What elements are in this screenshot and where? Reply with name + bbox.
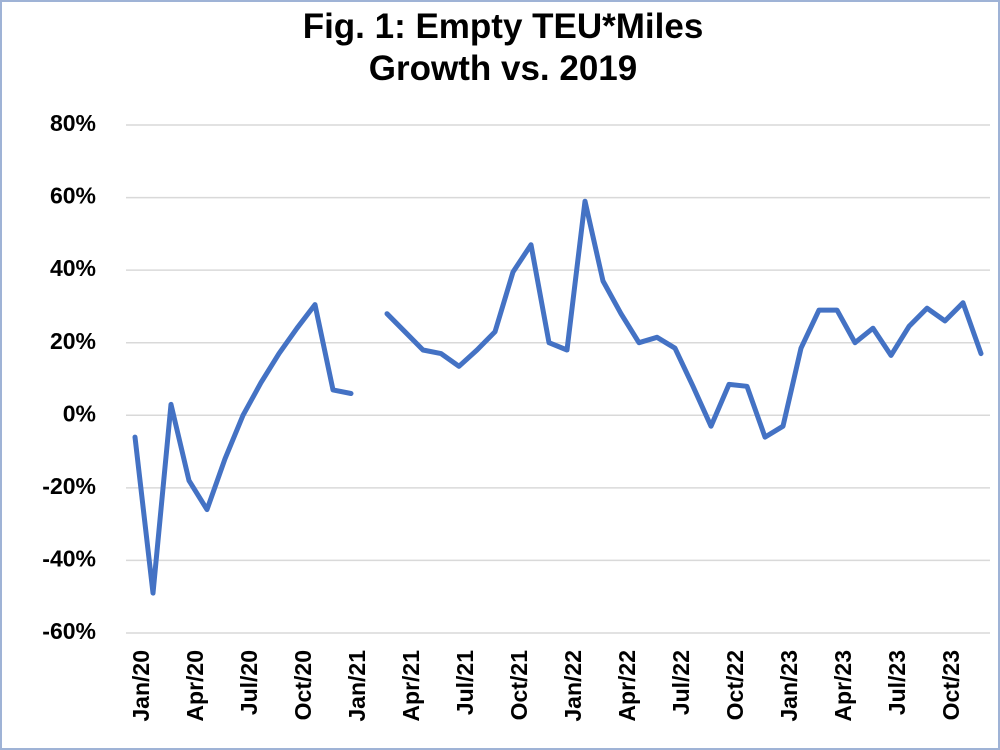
x-tick-label: Jul/21	[452, 650, 478, 715]
x-tick-label: Apr/22	[614, 650, 640, 722]
x-tick-label: Jan/20	[128, 650, 154, 722]
x-tick-label: Jul/20	[236, 650, 262, 715]
x-tick-label: Jan/22	[560, 650, 586, 722]
y-tick-label: 0%	[63, 400, 96, 426]
x-tick-label: Apr/20	[182, 650, 208, 722]
x-tick-label: Jan/23	[776, 650, 802, 722]
y-tick-label: 40%	[50, 255, 96, 281]
chart-title: Growth vs. 2019	[369, 49, 637, 88]
data-line	[132, 198, 984, 596]
y-tick-label: 60%	[50, 183, 96, 209]
x-tick-label: Jan/21	[344, 650, 370, 722]
x-tick-label: Oct/23	[938, 650, 964, 720]
x-tick-label: Oct/20	[290, 650, 316, 720]
x-tick-label: Oct/21	[506, 650, 532, 721]
y-tick-label: 80%	[50, 110, 96, 136]
x-tick-label: Apr/21	[398, 650, 424, 722]
x-tick-label: Jul/23	[884, 650, 910, 715]
y-tick-label: -40%	[42, 546, 96, 572]
x-tick-label: Apr/23	[830, 650, 856, 722]
y-tick-label: 20%	[50, 328, 96, 354]
y-tick-label: -20%	[42, 473, 96, 499]
x-tick-label: Oct/22	[722, 650, 748, 720]
x-tick-label: Jul/22	[668, 650, 694, 715]
y-tick-label: -60%	[42, 618, 96, 644]
chart-title: Fig. 1: Empty TEU*Miles	[303, 7, 704, 46]
